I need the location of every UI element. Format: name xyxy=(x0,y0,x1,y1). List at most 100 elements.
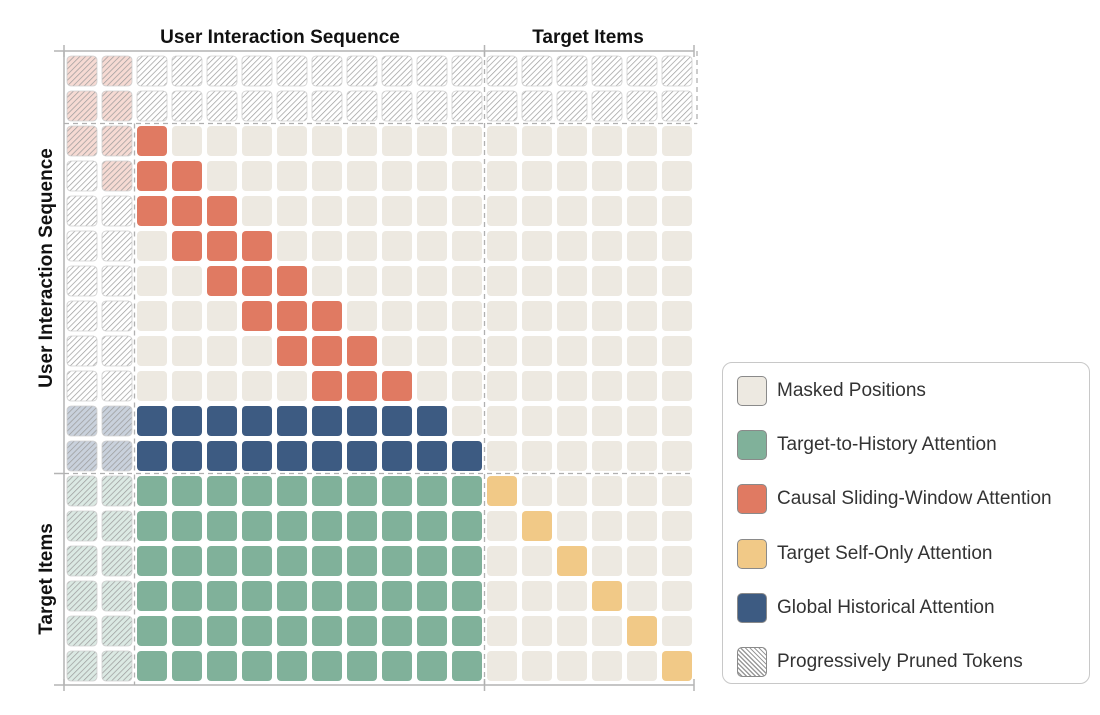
cell-causal-sliding-window xyxy=(137,126,167,156)
legend-swatch-masked xyxy=(737,376,767,406)
cell-masked xyxy=(592,371,622,401)
cell-target-to-history xyxy=(417,546,447,576)
cell-masked xyxy=(487,406,517,436)
cell-masked xyxy=(592,231,622,261)
cell-target-to-history xyxy=(277,476,307,506)
cell-global-historical xyxy=(417,441,447,471)
cell-masked xyxy=(207,371,237,401)
cell-masked xyxy=(487,161,517,191)
cell-pruned xyxy=(451,55,483,87)
cell-masked xyxy=(627,371,657,401)
cell-masked xyxy=(662,371,692,401)
cell-masked xyxy=(417,231,447,261)
cell-masked xyxy=(312,231,342,261)
cell-masked xyxy=(242,196,272,226)
cell-target-to-history xyxy=(207,651,237,681)
cell-target-to-history xyxy=(172,511,202,541)
cell-causal-sliding-window xyxy=(242,266,272,296)
legend-swatch-target-self-only xyxy=(737,538,767,569)
cell-pruned xyxy=(346,55,378,87)
cell-masked xyxy=(592,476,622,506)
cell-pruned xyxy=(136,90,168,122)
legend: Masked Positions Target-to-History Attent… xyxy=(722,362,1090,684)
cell-masked xyxy=(592,546,622,576)
cell-pruned xyxy=(626,55,658,87)
cell-masked xyxy=(487,616,517,646)
cell-causal-sliding-window xyxy=(382,371,412,401)
cell-masked xyxy=(487,266,517,296)
cell-causal-sliding-window xyxy=(347,336,377,366)
cell-masked xyxy=(592,511,622,541)
cell-causal-sliding-window xyxy=(137,161,167,191)
cell-target-to-history xyxy=(417,616,447,646)
cell-masked xyxy=(487,301,517,331)
cell-masked xyxy=(382,336,412,366)
cell-masked xyxy=(627,651,657,681)
cell-masked xyxy=(522,616,552,646)
legend-label: Progressively Pruned Tokens xyxy=(777,651,1023,672)
cell-causal-sliding-window xyxy=(207,266,237,296)
cell-masked xyxy=(627,581,657,611)
cell-masked xyxy=(487,651,517,681)
cell-pruned xyxy=(66,475,98,507)
cell-causal-sliding-window xyxy=(277,336,307,366)
cell-masked xyxy=(137,336,167,366)
cell-pruned xyxy=(66,615,98,647)
cell-target-to-history xyxy=(137,511,167,541)
cell-pruned xyxy=(101,300,133,332)
cell-target-self-only xyxy=(627,616,657,646)
legend-label: Target-to-History Attention xyxy=(777,434,997,456)
cell-masked xyxy=(627,476,657,506)
row-header-targets: Target Items xyxy=(36,523,57,635)
cell-masked xyxy=(522,126,552,156)
legend-swatch-target-to-history xyxy=(737,430,767,461)
cell-masked xyxy=(382,231,412,261)
cell-pruned xyxy=(101,615,133,647)
cell-masked xyxy=(557,231,587,261)
cell-masked xyxy=(487,546,517,576)
cell-masked xyxy=(452,336,482,366)
cell-target-to-history xyxy=(452,581,482,611)
cell-masked xyxy=(347,126,377,156)
cell-masked xyxy=(662,161,692,191)
cell-masked xyxy=(557,581,587,611)
cell-target-to-history xyxy=(277,581,307,611)
cell-global-historical xyxy=(207,406,237,436)
cell-pruned xyxy=(101,510,133,542)
cell-target-to-history xyxy=(277,511,307,541)
cell-causal-sliding-window xyxy=(137,196,167,226)
cell-target-to-history xyxy=(312,511,342,541)
cell-pruned xyxy=(346,90,378,122)
cell-target-to-history xyxy=(242,546,272,576)
cell-pruned xyxy=(66,580,98,612)
cell-masked xyxy=(522,266,552,296)
cell-global-historical xyxy=(242,406,272,436)
cell-masked xyxy=(452,266,482,296)
cell-pruned xyxy=(66,440,98,472)
cell-pruned xyxy=(381,55,413,87)
cell-global-historical xyxy=(382,441,412,471)
cell-target-to-history xyxy=(312,616,342,646)
cell-masked xyxy=(487,511,517,541)
cell-pruned xyxy=(521,55,553,87)
cell-target-to-history xyxy=(207,581,237,611)
cell-causal-sliding-window xyxy=(242,301,272,331)
cell-masked xyxy=(417,161,447,191)
column-header-targets: Target Items xyxy=(532,27,644,48)
cell-global-historical xyxy=(137,441,167,471)
cell-pruned xyxy=(66,55,98,87)
cell-target-to-history xyxy=(137,616,167,646)
cell-masked xyxy=(662,231,692,261)
legend-label: Masked Positions xyxy=(777,380,926,401)
cell-target-to-history xyxy=(382,546,412,576)
cell-pruned xyxy=(66,160,98,192)
cell-target-to-history xyxy=(172,651,202,681)
row-header-sequence: User Interaction Sequence xyxy=(36,148,57,388)
cell-pruned xyxy=(416,55,448,87)
cell-masked xyxy=(522,231,552,261)
cell-causal-sliding-window xyxy=(312,371,342,401)
cell-pruned xyxy=(66,335,98,367)
cell-masked xyxy=(312,196,342,226)
cell-pruned xyxy=(101,55,133,87)
cell-global-historical xyxy=(137,406,167,436)
